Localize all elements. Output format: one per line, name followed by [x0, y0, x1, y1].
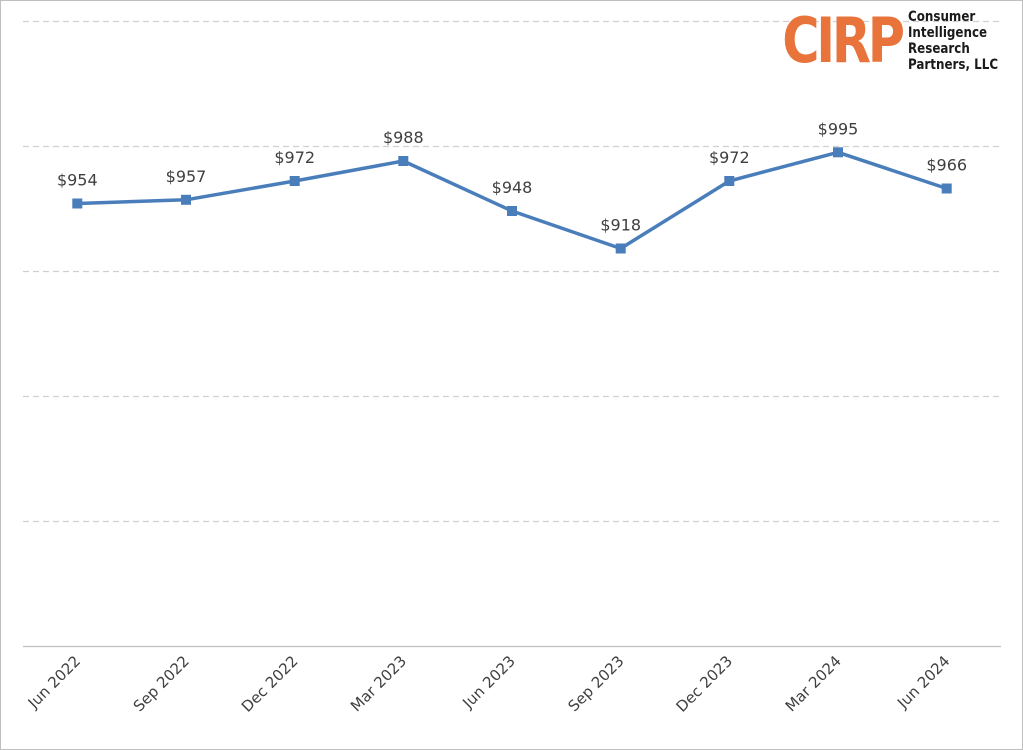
x-tick-label: Jun 2024 [893, 652, 953, 712]
x-tick-label: Jun 2022 [24, 652, 84, 712]
logo-line-3: Research [908, 41, 970, 57]
data-label: $957 [166, 167, 207, 186]
data-point [507, 206, 517, 216]
x-tick-label: Mar 2024 [782, 652, 845, 715]
cirp-logo: CIRP Consumer Intelligence Research Part… [756, 9, 1014, 73]
data-label: $954 [57, 171, 98, 190]
x-tick-label: Jun 2023 [458, 652, 518, 712]
data-label: $995 [818, 119, 859, 138]
data-point [181, 194, 191, 205]
x-tick-label: Mar 2023 [347, 652, 410, 715]
x-tick-label: Dec 2023 [673, 652, 737, 716]
logo-text: Consumer Intelligence Research Partners,… [908, 9, 998, 73]
data-label: $988 [383, 128, 424, 147]
logo-line-2: Intelligence [908, 25, 988, 41]
data-label: $966 [926, 156, 967, 175]
data-point [833, 147, 843, 158]
x-tick-label: Sep 2022 [130, 652, 193, 715]
x-tick-label: Sep 2023 [564, 652, 627, 715]
data-point [615, 243, 626, 254]
data-point [398, 156, 409, 166]
data-label: $918 [600, 216, 641, 235]
data-point [724, 176, 735, 186]
data-label: $948 [492, 178, 533, 197]
data-point [941, 183, 952, 194]
logo-mark: CIRP [782, 4, 906, 77]
x-tick-label: Dec 2022 [238, 652, 302, 716]
series-line [75, 150, 949, 251]
data-point [72, 198, 83, 209]
logo-line-1: Consumer [908, 9, 976, 25]
data-point [289, 176, 300, 186]
logo-line-4: Partners, LLC [908, 57, 999, 73]
data-label: $972 [274, 148, 315, 167]
data-label: $972 [709, 148, 750, 167]
